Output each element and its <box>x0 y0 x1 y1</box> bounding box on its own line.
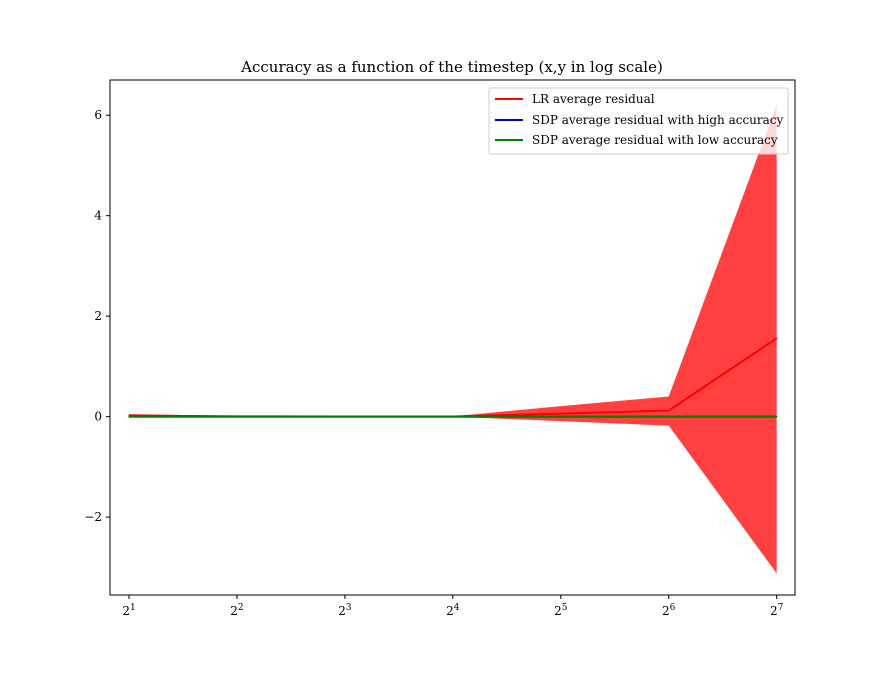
point-series-2-1 <box>236 416 238 418</box>
point-series-2-5 <box>668 416 670 418</box>
y-tick-label: 2 <box>94 309 102 323</box>
legend-label-lr: LR average residual <box>532 92 655 106</box>
legend: LR average residual SDP average residual… <box>488 87 789 155</box>
point-series-2-0 <box>128 416 130 418</box>
point-series-0-4 <box>560 413 562 415</box>
legend-box <box>488 87 789 155</box>
y-axis: −2 0 2 4 6 <box>84 108 110 524</box>
point-series-2-4 <box>560 416 562 418</box>
x-tick-label: 25 <box>554 603 568 618</box>
point-series-2-2 <box>344 416 346 418</box>
series-line-layer <box>128 337 778 418</box>
x-tick-label: 24 <box>446 603 460 618</box>
chart-title: Accuracy as a function of the timestep (… <box>240 58 663 76</box>
x-axis: 21 22 23 24 25 26 27 <box>122 595 784 618</box>
point-series-0-5 <box>668 410 670 412</box>
x-tick-label: 23 <box>338 603 352 618</box>
y-tick-label: 0 <box>94 410 102 424</box>
y-tick-label: −2 <box>84 510 102 524</box>
x-tick-label: 21 <box>122 603 135 618</box>
plot-background <box>110 80 795 595</box>
x-tick-label: 22 <box>230 603 243 618</box>
point-series-2-3 <box>452 416 454 418</box>
legend-label-sdp-low: SDP average residual with low accuracy <box>532 133 778 147</box>
point-series-0-6 <box>776 337 778 339</box>
point-series-2-6 <box>776 416 778 418</box>
y-tick-label: 6 <box>94 108 102 122</box>
x-tick-label: 27 <box>770 603 784 618</box>
x-tick-label: 26 <box>662 603 676 618</box>
y-tick-label: 4 <box>94 209 102 223</box>
legend-label-sdp-high: SDP average residual with high accuracy <box>532 113 784 127</box>
